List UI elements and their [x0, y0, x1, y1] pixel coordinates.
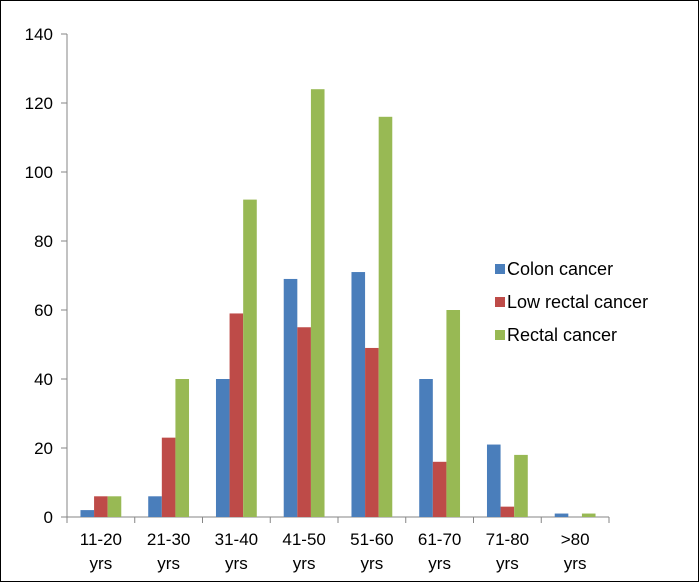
x-tick-label: yrs: [157, 554, 180, 573]
bar-low-rectal-cancer: [229, 313, 244, 517]
bar-colon-cancer: [215, 379, 230, 517]
y-tick-label: 140: [25, 25, 53, 44]
bar-rectal-cancer: [514, 454, 528, 517]
y-axis: 0 20 40 60 80 100 120 140: [25, 25, 68, 527]
bar-rectal-cancer: [581, 513, 596, 517]
bar-colon-cancer: [148, 496, 162, 517]
x-tick-label: yrs: [293, 554, 316, 573]
bar-colon-cancer: [80, 510, 95, 517]
bar-colon-cancer: [351, 272, 366, 517]
x-tick-label: 51-60: [350, 530, 393, 549]
bar-rectal-cancer: [378, 116, 393, 518]
bar-rectal-cancer: [107, 496, 122, 517]
bar-low-rectal-cancer: [365, 347, 379, 517]
legend-swatch: [495, 264, 505, 274]
legend-label: Rectal cancer: [507, 325, 617, 345]
bar-colon-cancer: [419, 379, 433, 517]
bar-low-rectal-cancer: [500, 506, 515, 517]
x-tick-label: >80: [561, 530, 590, 549]
bar-rectal-cancer: [175, 379, 190, 517]
x-tick-label: 31-40: [215, 530, 258, 549]
y-tick-label: 100: [25, 163, 53, 182]
bar-low-rectal-cancer: [94, 496, 108, 517]
x-tick-label: 61-70: [418, 530, 461, 549]
x-tick-label: yrs: [564, 554, 587, 573]
bar-colon-cancer: [486, 444, 501, 517]
x-tick-label: yrs: [496, 554, 519, 573]
legend-label: Low rectal cancer: [507, 292, 648, 312]
bar-rectal-cancer: [446, 310, 461, 517]
y-tick-label: 20: [34, 439, 53, 458]
y-tick-label: 80: [34, 232, 53, 251]
y-tick-label: 0: [44, 508, 53, 527]
legend-swatch: [495, 297, 505, 307]
bar-rectal-cancer: [310, 89, 325, 517]
legend-label: Colon cancer: [507, 259, 613, 279]
x-axis: 11-20 yrs 21-30 yrs 31-40 yrs 41-50 yrs 51-60 yrs…: [66, 516, 610, 573]
x-tick-label: 41-50: [282, 530, 325, 549]
bar-low-rectal-cancer: [297, 327, 311, 517]
legend-swatch: [495, 330, 505, 340]
bars: [80, 89, 596, 518]
bar-colon-cancer: [283, 278, 298, 517]
x-tick-label: yrs: [428, 554, 451, 573]
x-tick-label: 71-80: [486, 530, 529, 549]
bar-low-rectal-cancer: [432, 461, 447, 517]
legend: Colon cancer Low rectal cancer Rectal canc…: [495, 259, 648, 345]
y-tick-label: 60: [34, 301, 53, 320]
x-tick-label: 11-20: [80, 530, 122, 549]
bar-colon-cancer: [554, 513, 569, 517]
bar-low-rectal-cancer: [161, 437, 176, 517]
x-tick-label: yrs: [225, 554, 248, 573]
x-tick-label: 21-30: [147, 530, 190, 549]
y-tick-label: 40: [34, 370, 53, 389]
y-tick-label: 120: [25, 94, 53, 113]
x-tick-label: yrs: [90, 554, 113, 573]
x-tick-label: yrs: [361, 554, 384, 573]
bar-rectal-cancer: [243, 199, 257, 517]
